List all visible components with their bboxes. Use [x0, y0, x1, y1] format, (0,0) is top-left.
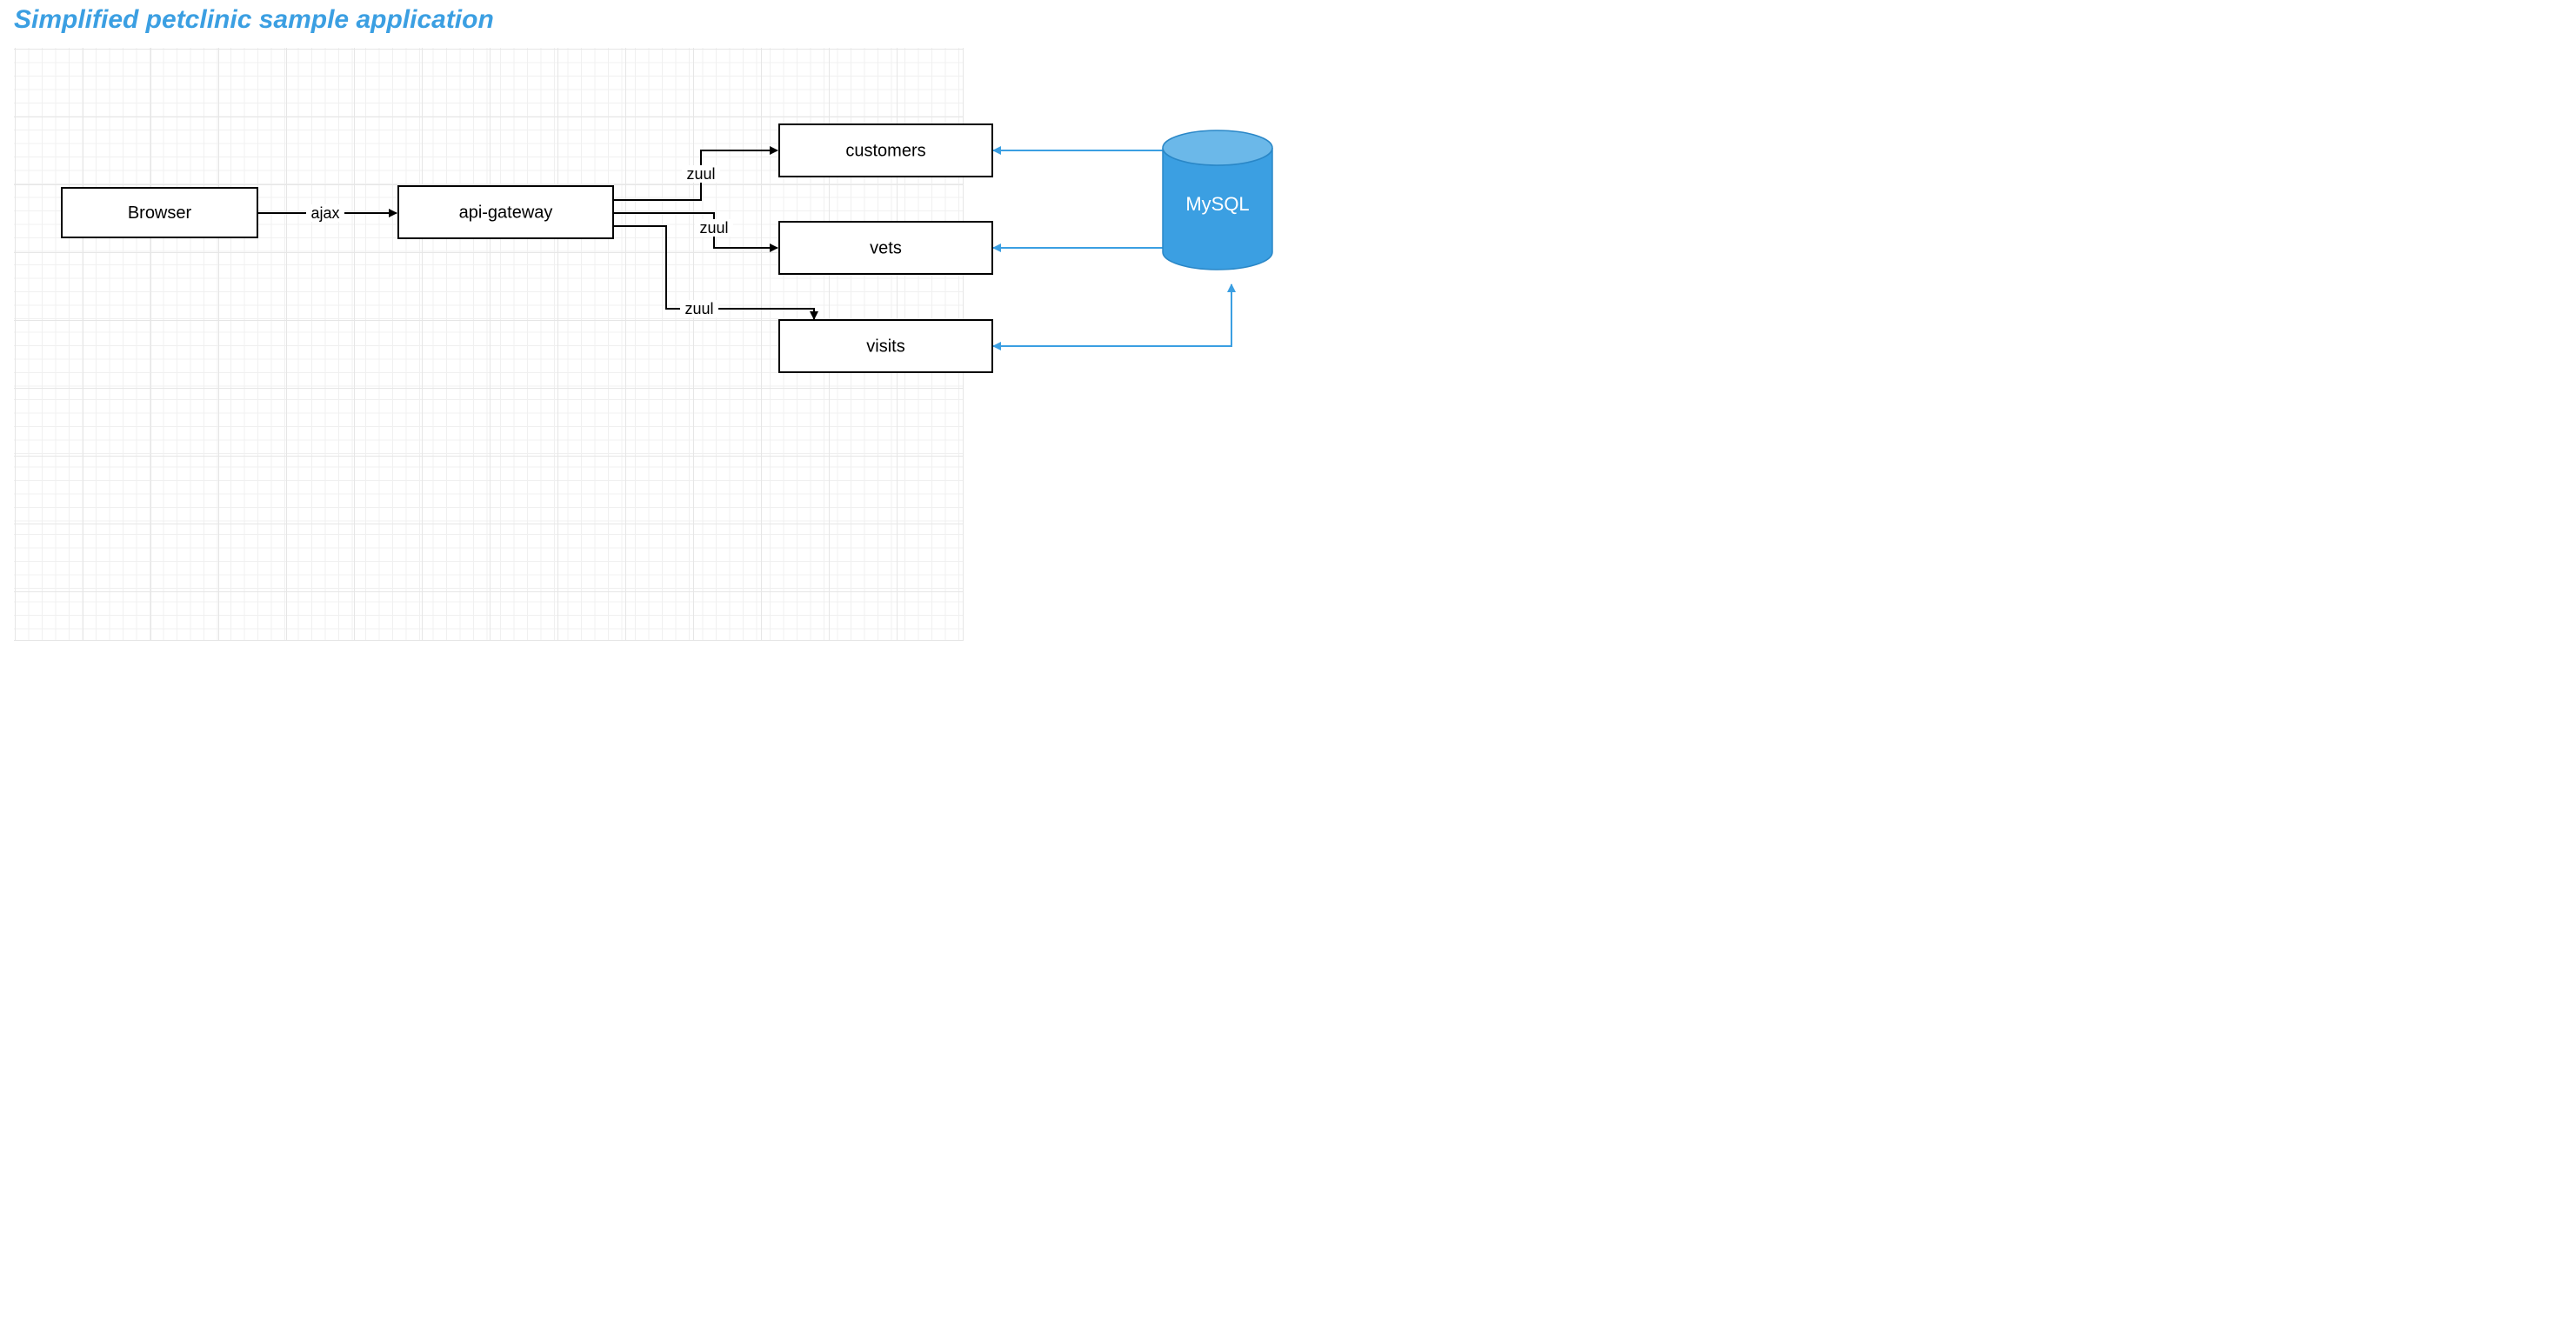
node-db-label: MySQL — [1185, 193, 1249, 215]
node-gateway: api-gateway — [398, 186, 613, 238]
node-visits: visits — [779, 320, 992, 372]
node-gateway-label: api-gateway — [459, 203, 553, 222]
node-customers-label: customers — [845, 141, 925, 160]
node-browser-label: Browser — [128, 203, 192, 223]
node-vets-label: vets — [870, 238, 902, 257]
architecture-diagram: Browser api-gateway customers vets visits MyS… — [0, 0, 1288, 670]
node-db: MySQL — [1163, 130, 1272, 270]
edge-zuul-visits-label: zuul — [684, 300, 713, 317]
edge-zuul-customers-label: zuul — [686, 165, 715, 183]
node-visits-label: visits — [866, 337, 904, 356]
node-vets: vets — [779, 222, 992, 274]
edge-visits-db — [993, 284, 1231, 346]
edge-ajax-label: ajax — [310, 204, 339, 222]
node-customers: customers — [779, 124, 992, 177]
node-browser: Browser — [62, 188, 257, 237]
edge-zuul-vets-label: zuul — [699, 219, 728, 237]
